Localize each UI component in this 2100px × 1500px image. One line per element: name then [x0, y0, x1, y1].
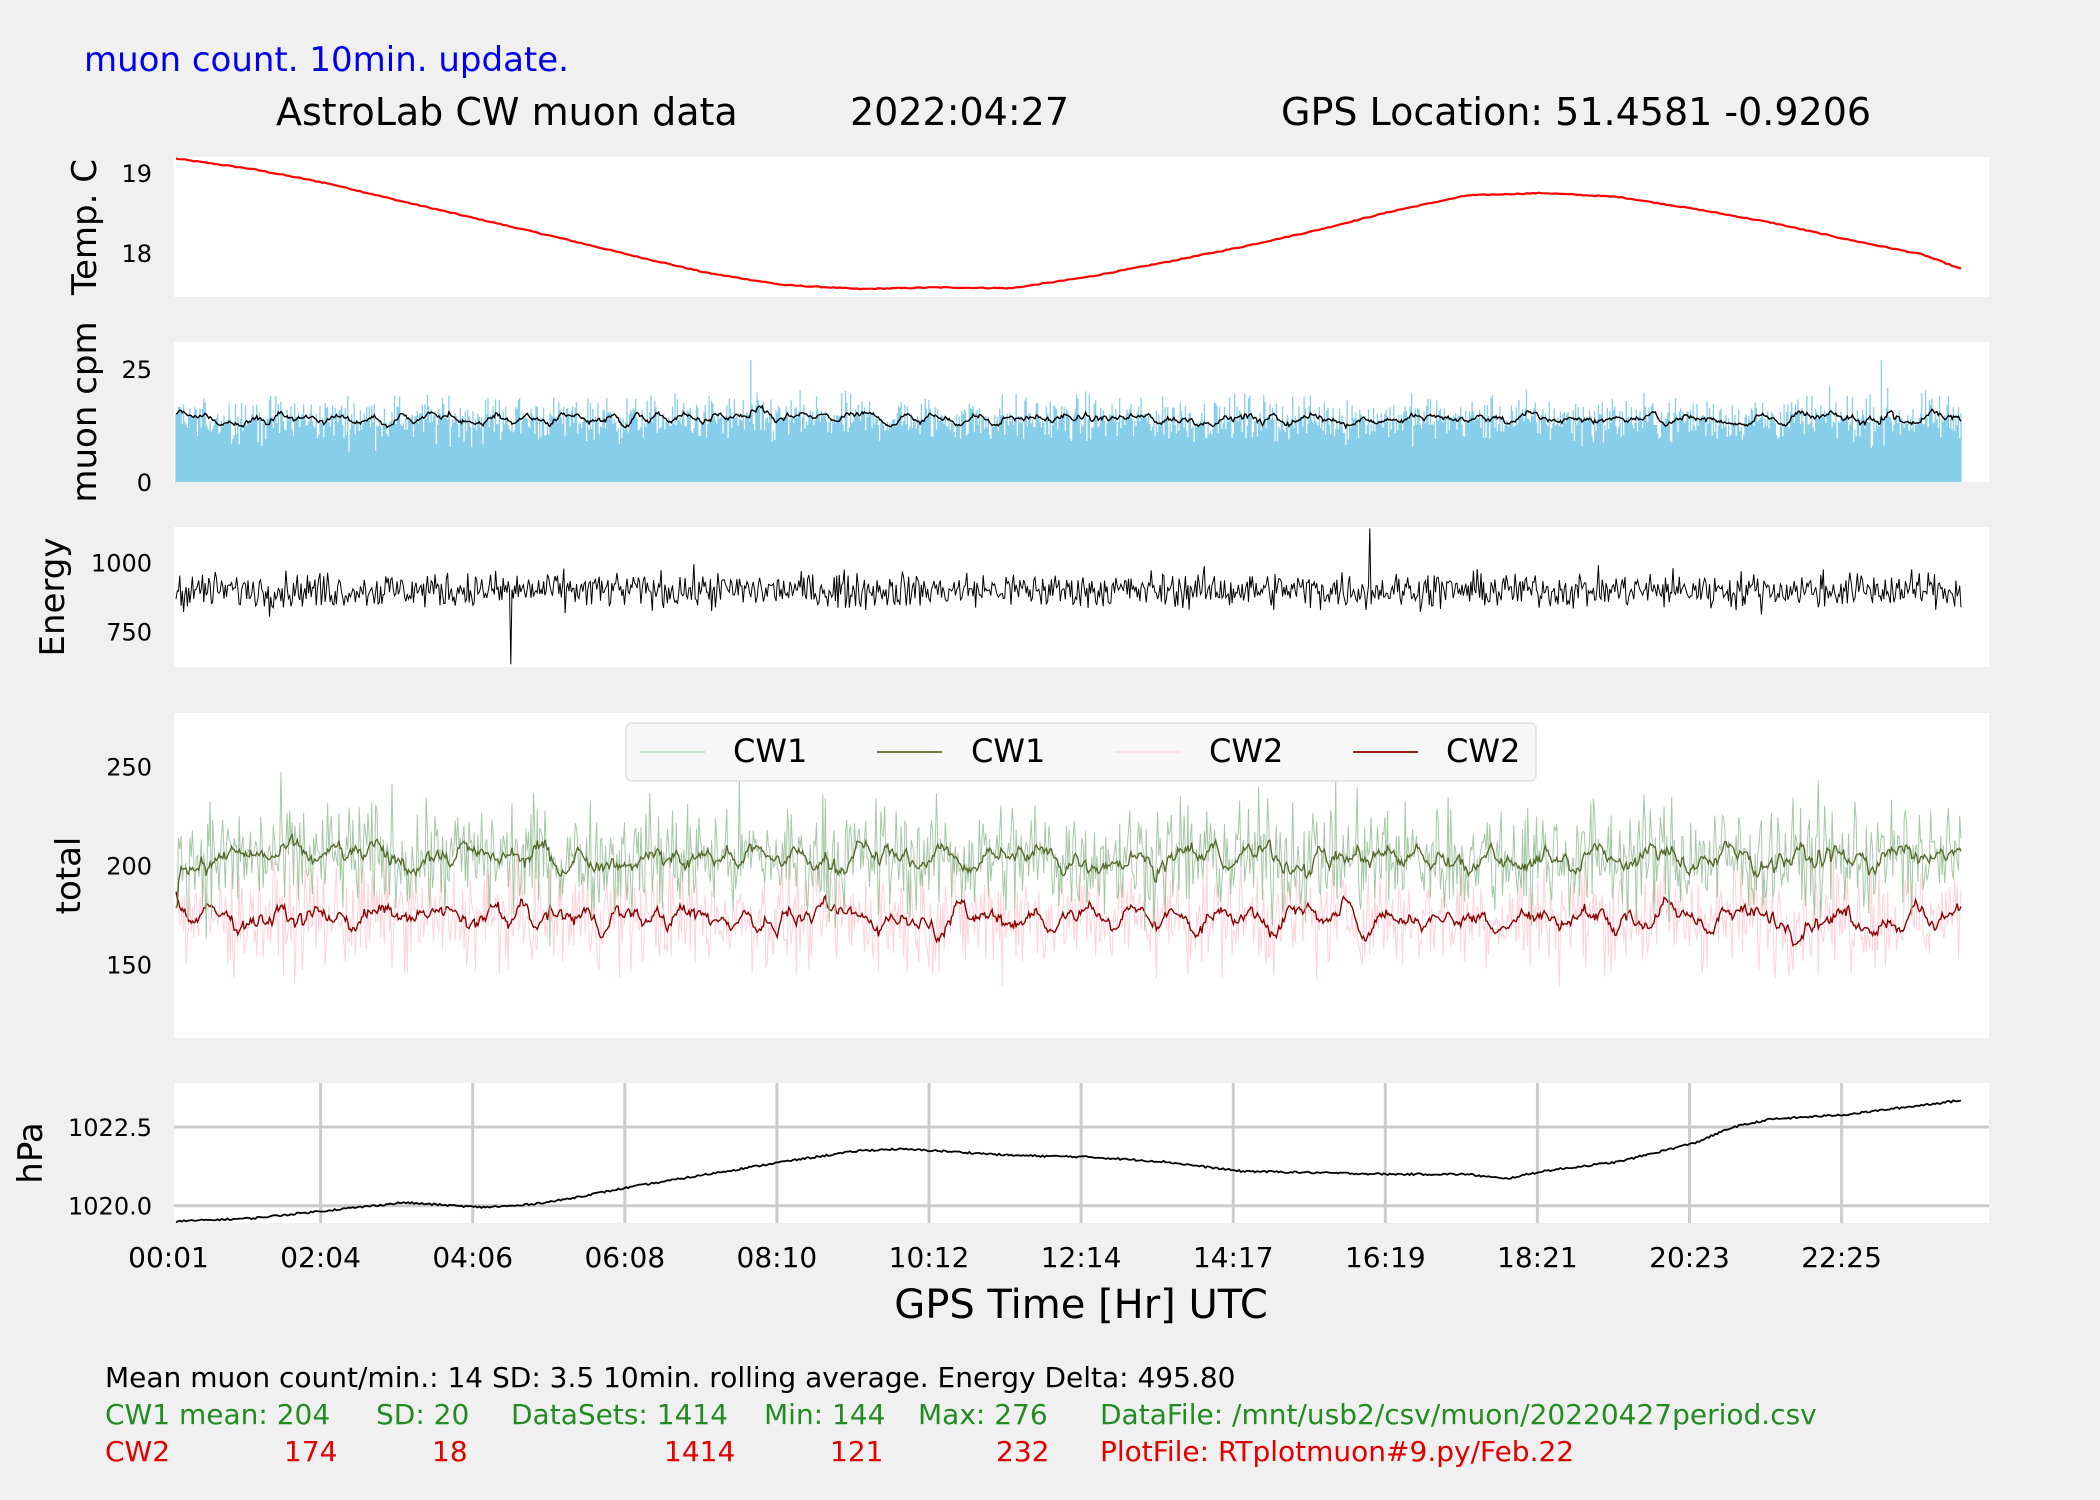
x-tick-label: 20:23: [1649, 1241, 1730, 1274]
gps-location: GPS Location: 51.4581 -0.9206: [1281, 90, 1872, 134]
muon-cpm-bars: [175, 360, 1962, 482]
cw1-min: Min: 144: [764, 1398, 886, 1431]
x-tick-label: 18:21: [1497, 1241, 1578, 1274]
cw2-max: 232: [996, 1435, 1050, 1468]
cw1-datasets: DataSets: 1414: [511, 1398, 729, 1431]
totals-cw1-raw-line: [175, 772, 1962, 947]
x-tick-label: 04:06: [432, 1241, 513, 1274]
temperature-ylabel: Temp. C: [65, 159, 105, 296]
cw1-max: Max: 276: [918, 1398, 1048, 1431]
x-tick-label: 10:12: [889, 1241, 970, 1274]
update-note: muon count. 10min. update.: [84, 40, 569, 80]
energy-line: [175, 528, 1962, 665]
stats-line-1: Mean muon count/min.: 14 SD: 3.5 10min. …: [105, 1361, 1236, 1394]
x-tick-label: 06:08: [584, 1241, 665, 1274]
x-tick-label: 22:25: [1801, 1241, 1882, 1274]
chart-title: AstroLab CW muon data: [276, 90, 738, 134]
pressure-line: [175, 1099, 1962, 1224]
x-tick-label: 00:01: [128, 1241, 209, 1274]
pressure-ytick-label: 1020.0: [68, 1193, 152, 1221]
totals-ylabel: total: [49, 837, 89, 915]
x-axis-label: GPS Time [Hr] UTC: [894, 1282, 1268, 1328]
cw2-datasets: 1414: [664, 1435, 736, 1468]
energy-ytick-label: 1000: [91, 550, 152, 578]
temperature-line: [175, 157, 1962, 291]
totals-cw2-average-line: [175, 891, 1962, 948]
cw2-mean: 174: [284, 1435, 338, 1468]
legend-label-cw2-avg: CW2: [1446, 732, 1520, 770]
x-tick-label: 08:10: [737, 1241, 818, 1274]
energy-ytick-label: 750: [106, 618, 152, 646]
temperature-ytick-label: 18: [121, 240, 152, 268]
muon-cpm-ytick-label: 0: [137, 469, 152, 497]
cw2-min: 121: [830, 1435, 884, 1468]
totals-cw2-raw-line: [175, 843, 1962, 988]
pressure-ytick-label: 1022.5: [68, 1114, 152, 1142]
legend-box: [625, 722, 1537, 782]
muon-cpm-ylabel: muon cpm: [65, 321, 105, 502]
cw1-mean: CW1 mean: 204: [105, 1398, 331, 1431]
cw1-sd: SD: 20: [376, 1398, 470, 1431]
totals-cw1-average-line: [175, 833, 1962, 909]
x-tick-label: 12:14: [1041, 1241, 1122, 1274]
cw2-label: CW2: [105, 1435, 171, 1468]
pressure-ylabel: hPa: [11, 1122, 51, 1183]
x-tick-label: 14:17: [1193, 1241, 1274, 1274]
totals-legend: CW1 CW1 CW2 CW2: [625, 722, 1537, 782]
totals-ytick-label: 200: [106, 853, 152, 881]
axis-layer: 18 19 Temp. C 0 25 muon cpm 750 1000 Energy 150 20…: [11, 159, 1882, 1274]
totals-ytick-label: 250: [106, 754, 152, 782]
temperature-ytick-label: 19: [121, 160, 152, 188]
plot-file: PlotFile: RTplotmuon#9.py/Feb.22: [1100, 1435, 1575, 1468]
muon-cpm-rolling-average: [176, 404, 1962, 430]
energy-ylabel: Energy: [33, 537, 73, 656]
legend-label-cw1-raw: CW1: [733, 732, 807, 770]
muon-cpm-ytick-label: 25: [121, 356, 152, 384]
series-layer: [175, 157, 1962, 1224]
chart-date: 2022:04:27: [850, 90, 1070, 134]
x-tick-label: 02:04: [280, 1241, 361, 1274]
cw2-sd: 18: [432, 1435, 468, 1468]
legend-label-cw2-raw: CW2: [1209, 732, 1283, 770]
data-file: DataFile: /mnt/usb2/csv/muon/20220427per…: [1100, 1398, 1817, 1431]
x-tick-label: 16:19: [1345, 1241, 1426, 1274]
temp-panel-bg: [174, 157, 1989, 297]
pressure-grid: [174, 1083, 1989, 1223]
legend-label-cw1-avg: CW1: [971, 732, 1045, 770]
totals-ytick-label: 150: [106, 952, 152, 980]
